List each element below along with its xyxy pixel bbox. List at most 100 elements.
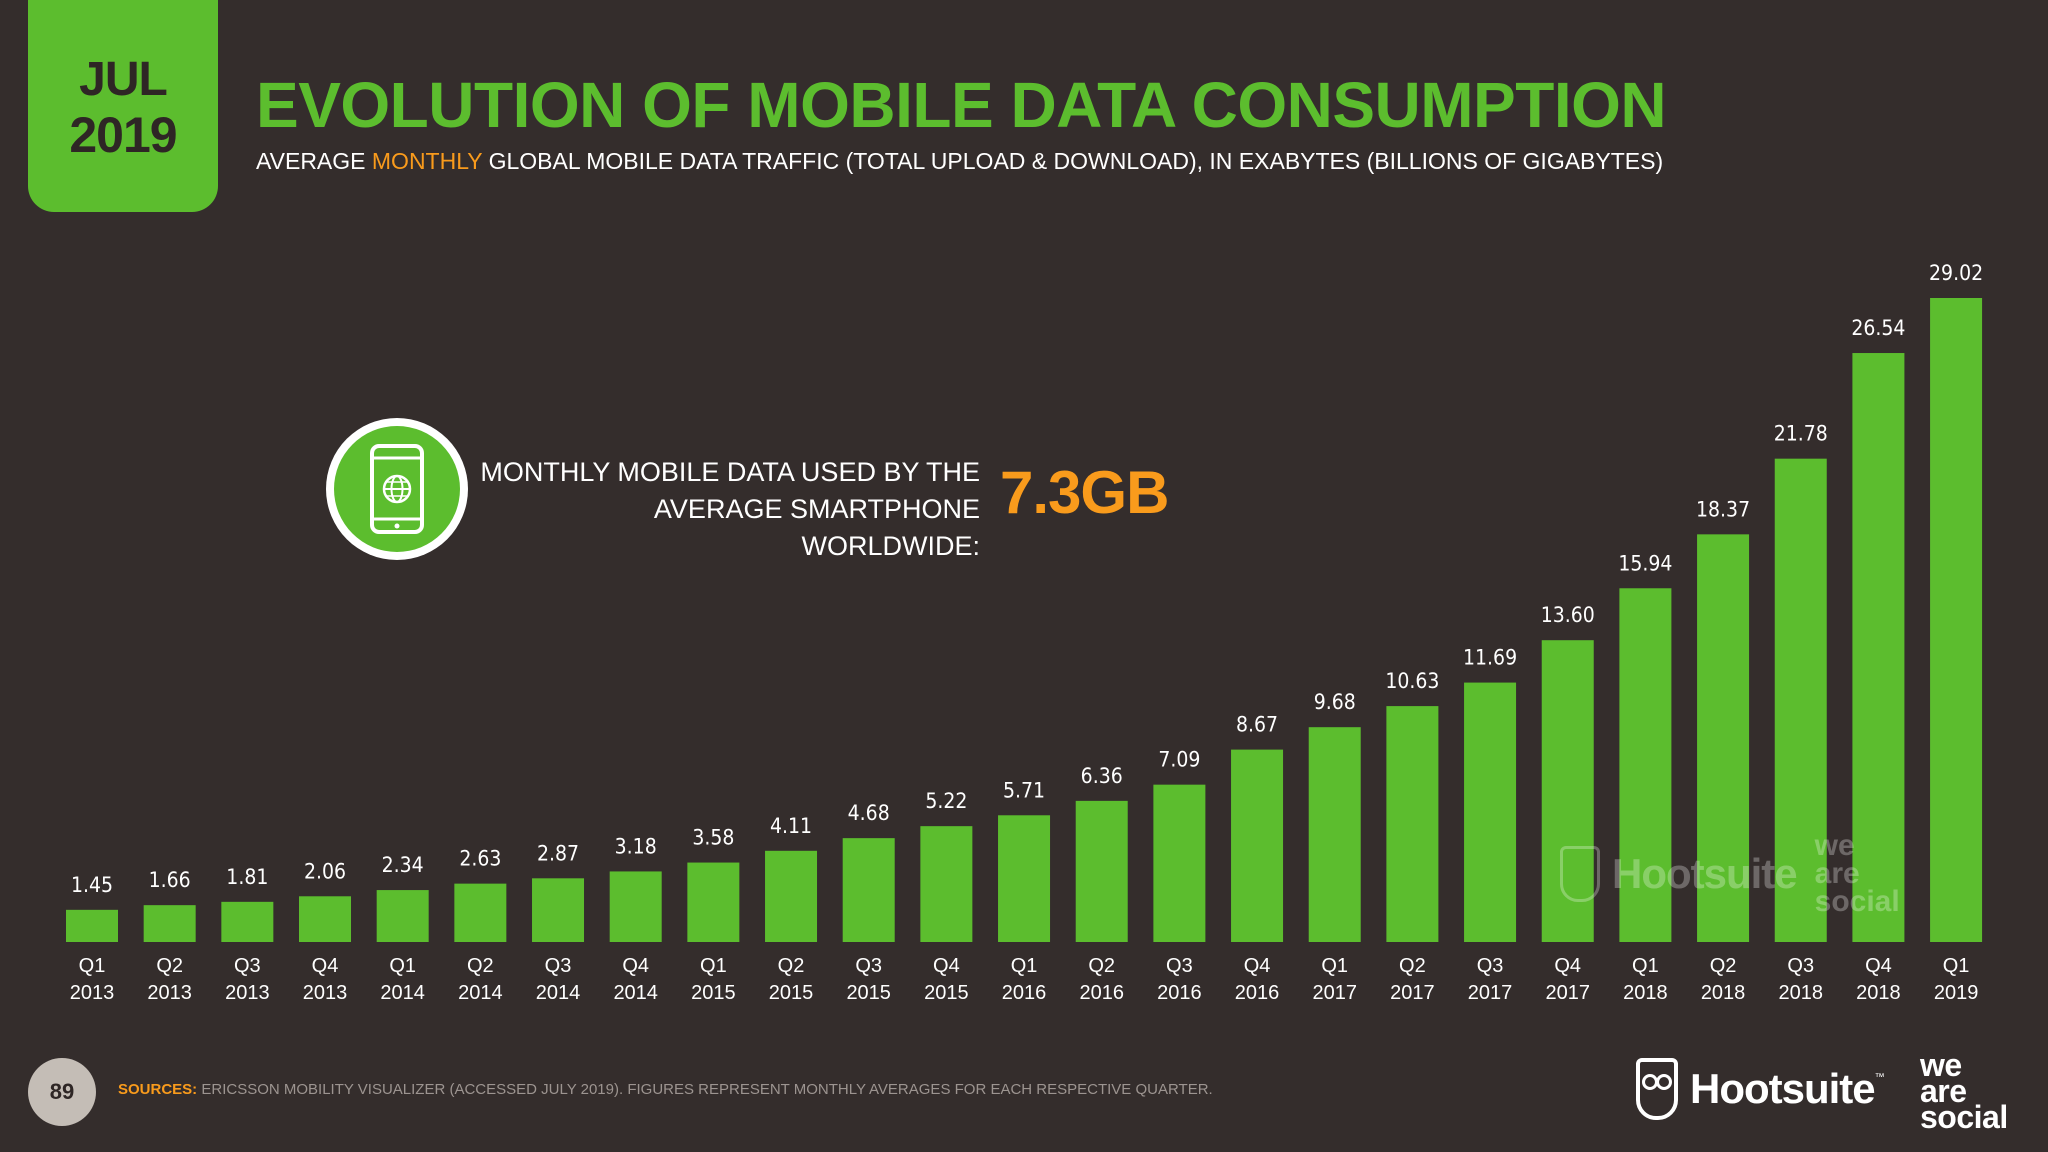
category-quarter-1: Q2 <box>156 955 183 977</box>
category-year-19: 2017 <box>1545 982 1590 1004</box>
category-year-12: 2016 <box>1002 982 1047 1004</box>
category-quarter-24: Q1 <box>1943 955 1970 977</box>
value-label-22: 21.78 <box>1774 422 1828 446</box>
sources-label: SOURCES: <box>118 1081 198 1098</box>
category-quarter-19: Q4 <box>1554 955 1581 977</box>
watermark-partner-2: are <box>1814 857 1860 890</box>
category-year-0: 2013 <box>70 982 115 1004</box>
category-year-17: 2017 <box>1390 982 1435 1004</box>
category-quarter-16: Q1 <box>1321 955 1348 977</box>
owl-watermark-icon <box>1560 846 1600 902</box>
category-year-22: 2018 <box>1778 982 1823 1004</box>
page-subtitle: AVERAGE MONTHLY GLOBAL MOBILE DATA TRAFF… <box>256 148 1663 175</box>
category-year-15: 2016 <box>1235 982 1280 1004</box>
category-year-6: 2014 <box>536 982 581 1004</box>
category-quarter-10: Q3 <box>855 955 882 977</box>
bar-17 <box>1386 706 1439 942</box>
value-label-19: 13.60 <box>1541 603 1595 627</box>
value-label-13: 6.36 <box>1081 764 1123 788</box>
value-label-6: 2.87 <box>537 841 579 865</box>
category-year-16: 2017 <box>1312 982 1357 1004</box>
value-label-0: 1.45 <box>71 873 113 897</box>
category-year-1: 2013 <box>147 982 192 1004</box>
watermark-partner-1: we <box>1814 829 1855 862</box>
was-logo-line-3: social <box>1920 1099 2008 1135</box>
bar-6 <box>532 878 585 942</box>
bar-8 <box>687 862 740 942</box>
value-label-11: 5.22 <box>925 789 967 813</box>
category-quarter-11: Q4 <box>933 955 960 977</box>
category-quarter-7: Q4 <box>622 955 649 977</box>
page-title: EVOLUTION OF MOBILE DATA CONSUMPTION <box>256 69 1667 141</box>
category-year-4: 2014 <box>380 982 425 1004</box>
bar-5 <box>454 883 507 942</box>
category-quarter-23: Q4 <box>1865 955 1892 977</box>
category-quarter-20: Q1 <box>1632 955 1659 977</box>
watermark-partner-3: social <box>1814 885 1900 918</box>
hootsuite-logo: Hootsuite ™ <box>1636 1058 1885 1120</box>
hootsuite-watermark: Hootsuite we are social <box>1560 829 1900 918</box>
bar-1 <box>143 905 196 942</box>
smartphone-globe-icon <box>370 444 424 534</box>
category-quarter-0: Q1 <box>79 955 106 977</box>
category-year-2: 2013 <box>225 982 270 1004</box>
value-label-3: 2.06 <box>304 859 346 883</box>
category-year-7: 2014 <box>613 982 658 1004</box>
value-label-2: 1.81 <box>226 865 268 889</box>
bar-15 <box>1231 749 1284 942</box>
subtitle-post: GLOBAL MOBILE DATA TRAFFIC (TOTAL UPLOAD… <box>482 148 1664 174</box>
bar-22 <box>1774 458 1827 942</box>
value-label-24: 29.02 <box>1929 261 1983 285</box>
watermark-brand: Hootsuite <box>1612 850 1798 897</box>
category-quarter-8: Q1 <box>700 955 727 977</box>
category-year-11: 2015 <box>924 982 969 1004</box>
bar-2 <box>221 901 274 942</box>
bar-group <box>66 298 1983 942</box>
category-year-14: 2016 <box>1157 982 1202 1004</box>
bar-13 <box>1075 800 1128 942</box>
callout-line-1: MONTHLY MOBILE DATA USED BY THE <box>480 457 980 487</box>
value-label-9: 4.11 <box>770 814 812 838</box>
date-month: JUL <box>79 53 168 106</box>
bar-12 <box>998 815 1051 942</box>
bar-0 <box>66 909 118 942</box>
category-quarter-14: Q3 <box>1166 955 1193 977</box>
category-year-20: 2018 <box>1623 982 1668 1004</box>
category-quarter-21: Q2 <box>1710 955 1737 977</box>
value-label-14: 7.09 <box>1158 748 1200 772</box>
subtitle-pre: AVERAGE <box>256 148 372 174</box>
bar-21 <box>1697 534 1750 942</box>
category-year-13: 2016 <box>1079 982 1124 1004</box>
callout-line-2: AVERAGE SMARTPHONE WORLDWIDE: <box>653 494 980 561</box>
category-quarter-13: Q2 <box>1088 955 1115 977</box>
callout-circle-inner <box>334 426 460 552</box>
category-quarter-18: Q3 <box>1477 955 1504 977</box>
category-year-3: 2013 <box>303 982 348 1004</box>
category-year-21: 2018 <box>1701 982 1746 1004</box>
hootsuite-logo-text: Hootsuite <box>1690 1065 1876 1112</box>
callout-value: 7.3GB <box>1000 459 1169 526</box>
subtitle-highlight: MONTHLY <box>371 148 483 174</box>
bar-7 <box>609 871 662 942</box>
category-quarter-15: Q4 <box>1244 955 1271 977</box>
value-label-7: 3.18 <box>615 834 657 858</box>
category-quarter-12: Q1 <box>1011 955 1038 977</box>
owl-icon <box>1636 1058 1678 1120</box>
bar-16 <box>1308 727 1361 942</box>
category-quarter-6: Q3 <box>545 955 572 977</box>
category-year-8: 2015 <box>691 982 736 1004</box>
bar-11 <box>920 826 973 942</box>
category-quarter-2: Q3 <box>234 955 261 977</box>
category-quarter-4: Q1 <box>389 955 416 977</box>
page-number: 89 <box>28 1058 96 1126</box>
value-label-18: 11.69 <box>1463 646 1517 670</box>
value-label-5: 2.63 <box>459 847 501 871</box>
value-label-8: 3.58 <box>692 826 734 850</box>
category-year-24: 2019 <box>1934 982 1979 1004</box>
category-year-5: 2014 <box>458 982 503 1004</box>
category-quarter-17: Q2 <box>1399 955 1426 977</box>
category-year-18: 2017 <box>1468 982 1513 1004</box>
value-label-20: 15.94 <box>1618 551 1672 575</box>
date-tab: JUL 2019 <box>28 0 218 212</box>
bar-3 <box>299 896 352 942</box>
